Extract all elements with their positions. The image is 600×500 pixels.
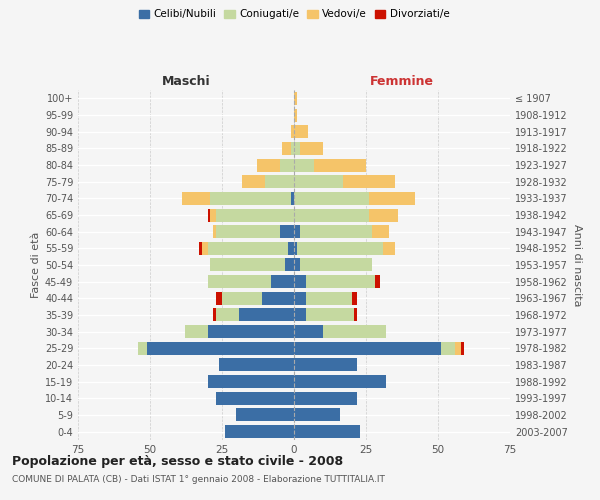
Bar (216, 225, 280, 238)
Bar (216, 208, 294, 222)
Bar (300, 258, 372, 272)
Bar (208, 375, 294, 388)
Bar (182, 192, 211, 205)
Y-axis label: Anni di nascita: Anni di nascita (572, 224, 582, 306)
Bar (208, 325, 294, 338)
Bar (294, 275, 305, 288)
Bar (352, 292, 358, 305)
Bar (271, 275, 294, 288)
Bar (294, 108, 297, 122)
Bar (294, 125, 308, 138)
Bar (343, 175, 395, 188)
Bar (216, 292, 222, 305)
Bar (383, 242, 395, 255)
Bar (314, 158, 366, 172)
Bar (185, 325, 208, 338)
Bar (239, 308, 294, 322)
Bar (294, 325, 323, 338)
Bar (211, 258, 286, 272)
Text: Maschi: Maschi (161, 75, 211, 88)
Bar (294, 392, 358, 405)
Bar (294, 358, 358, 372)
Bar (294, 375, 386, 388)
Bar (211, 192, 291, 205)
Bar (294, 342, 441, 355)
Bar (294, 308, 305, 322)
Bar (294, 158, 314, 172)
Bar (286, 258, 294, 272)
Bar (208, 208, 211, 222)
Bar (257, 158, 280, 172)
Bar (294, 142, 300, 155)
Bar (294, 258, 300, 272)
Bar (236, 408, 294, 422)
Bar (214, 308, 216, 322)
Bar (147, 342, 294, 355)
Bar (305, 275, 374, 288)
Bar (305, 292, 352, 305)
Bar (216, 308, 239, 322)
Bar (262, 292, 294, 305)
Bar (211, 208, 216, 222)
Bar (294, 292, 305, 305)
Bar (294, 408, 340, 422)
Bar (372, 225, 389, 238)
Bar (461, 342, 464, 355)
Bar (300, 225, 372, 238)
Bar (219, 358, 294, 372)
Bar (199, 242, 202, 255)
Bar (294, 242, 297, 255)
Bar (369, 208, 398, 222)
Bar (202, 242, 208, 255)
Bar (294, 425, 360, 438)
Bar (288, 242, 294, 255)
Bar (455, 342, 461, 355)
Bar (294, 192, 369, 205)
Bar (139, 342, 147, 355)
Bar (369, 192, 415, 205)
Text: COMUNE DI PALATA (CB) - Dati ISTAT 1° gennaio 2008 - Elaborazione TUTTITALIA.IT: COMUNE DI PALATA (CB) - Dati ISTAT 1° ge… (12, 475, 385, 484)
Bar (242, 175, 265, 188)
Y-axis label: Fasce di età: Fasce di età (31, 232, 41, 298)
Bar (374, 275, 380, 288)
Bar (280, 158, 294, 172)
Bar (323, 325, 386, 338)
Bar (265, 175, 294, 188)
Bar (294, 92, 297, 105)
Bar (208, 242, 288, 255)
Bar (280, 225, 294, 238)
Bar (291, 125, 294, 138)
Bar (291, 142, 294, 155)
Bar (225, 425, 294, 438)
Text: Femmine: Femmine (370, 75, 434, 88)
Bar (222, 292, 262, 305)
Bar (294, 175, 343, 188)
Bar (214, 225, 216, 238)
Bar (300, 142, 323, 155)
Bar (305, 308, 355, 322)
Bar (208, 275, 271, 288)
Bar (355, 308, 358, 322)
Bar (216, 392, 294, 405)
Bar (291, 192, 294, 205)
Bar (297, 242, 383, 255)
Text: Popolazione per età, sesso e stato civile - 2008: Popolazione per età, sesso e stato civil… (12, 455, 343, 468)
Legend: Celibi/Nubili, Coniugati/e, Vedovi/e, Divorziati/e: Celibi/Nubili, Coniugati/e, Vedovi/e, Di… (134, 5, 454, 24)
Bar (441, 342, 455, 355)
Bar (283, 142, 291, 155)
Bar (294, 208, 369, 222)
Bar (294, 225, 300, 238)
